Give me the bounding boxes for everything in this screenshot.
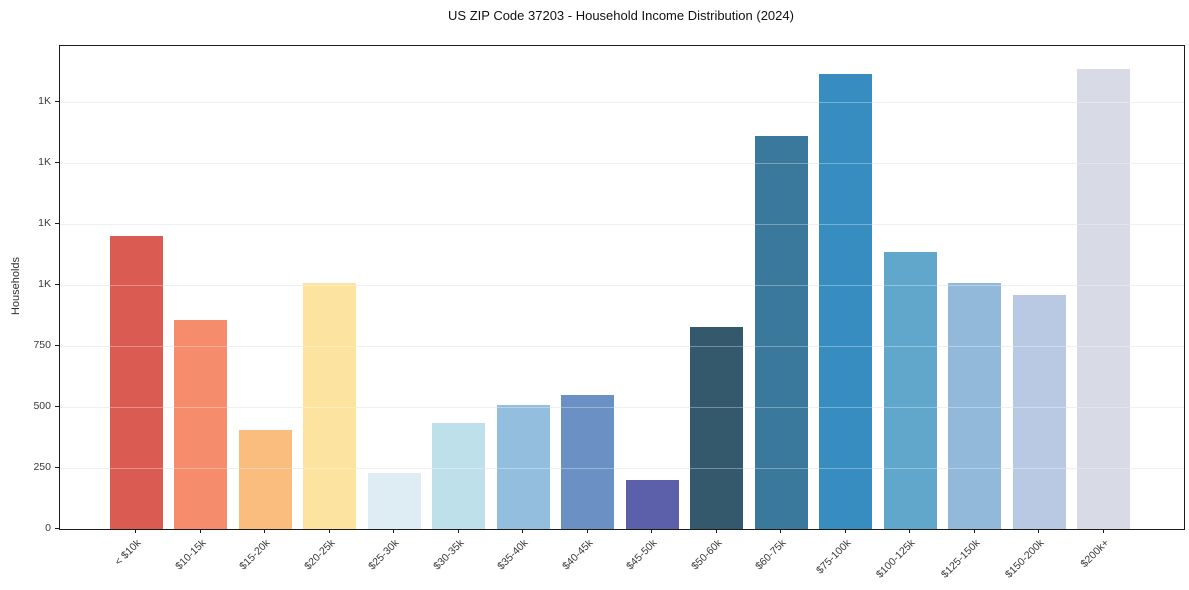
- x-tick-mark: [522, 529, 524, 533]
- bar-10-15k: [174, 320, 227, 529]
- x-tick-mark: [264, 529, 266, 533]
- y-tick-label: 1K: [38, 217, 51, 230]
- y-tick-label: 1K: [38, 278, 51, 291]
- x-tick-mark: [393, 529, 395, 533]
- bar-60-75k: [754, 136, 808, 529]
- y-tick-label: 0: [45, 522, 51, 534]
- grid-line-overlay: [60, 285, 1184, 287]
- y-tick-mark: [55, 345, 59, 347]
- x-tick-mark: [844, 529, 846, 533]
- x-tick-mark: [651, 529, 653, 533]
- bar-20-25k: [303, 282, 356, 529]
- grid-line: [60, 407, 1184, 409]
- bar-100-125k: [883, 252, 937, 529]
- x-tick-mark: [457, 529, 459, 533]
- grid-line-overlay: [60, 102, 1184, 104]
- x-tick-mark: [715, 529, 717, 533]
- grid-line-overlay: [60, 468, 1184, 469]
- bar-40-45k: [561, 394, 614, 529]
- x-tick-label: < $10k: [112, 537, 144, 568]
- y-tick-label: 1K: [38, 95, 51, 108]
- y-tick-label: 750: [33, 339, 51, 352]
- grid-line-overlay: [60, 346, 1184, 348]
- bar-10k: [109, 236, 163, 529]
- x-tick-mark: [328, 529, 330, 533]
- y-tick-mark: [55, 467, 59, 469]
- grid-line-overlay: [60, 163, 1184, 165]
- x-tick-mark: [780, 529, 782, 533]
- grid-line-overlay: [60, 407, 1184, 409]
- grid-line: [60, 102, 1184, 104]
- bar-50-60k: [690, 326, 743, 529]
- y-tick-mark: [55, 162, 59, 164]
- x-tick-mark: [973, 529, 975, 533]
- grid-line: [60, 285, 1184, 287]
- bar-200k: [1077, 69, 1130, 529]
- grid-line-overlay: [60, 224, 1184, 226]
- x-tick-mark: [135, 529, 137, 533]
- grid-line: [60, 224, 1184, 226]
- bar-125-150k: [948, 282, 1001, 529]
- y-tick-label: 1K: [38, 156, 51, 169]
- x-tick-mark: [199, 529, 201, 533]
- bar-25-30k: [367, 472, 421, 529]
- bar-15-20k: [238, 430, 292, 529]
- y-tick-label: 500: [33, 400, 51, 413]
- x-tick-mark: [586, 529, 588, 533]
- bar-150-200k: [1012, 294, 1066, 529]
- chart-title: US ZIP Code 37203 - Household Income Dis…: [448, 8, 794, 23]
- grid-line: [60, 163, 1184, 165]
- y-tick-mark: [55, 223, 59, 225]
- bar-30-35k: [432, 422, 485, 529]
- x-tick-mark: [909, 529, 911, 533]
- grid-line: [60, 346, 1184, 348]
- y-tick-mark: [55, 528, 59, 530]
- bar-45-50k: [625, 480, 679, 529]
- bar-75-100k: [819, 74, 872, 529]
- y-tick-mark: [55, 101, 59, 103]
- grid-line: [60, 468, 1184, 469]
- y-tick-label: 250: [33, 461, 51, 473]
- y-tick-mark: [55, 406, 59, 408]
- bar-35-40k: [496, 404, 550, 529]
- x-tick-mark: [1038, 529, 1040, 533]
- y-tick-mark: [55, 284, 59, 286]
- plot-area: [59, 45, 1185, 530]
- x-tick-mark: [1102, 529, 1104, 533]
